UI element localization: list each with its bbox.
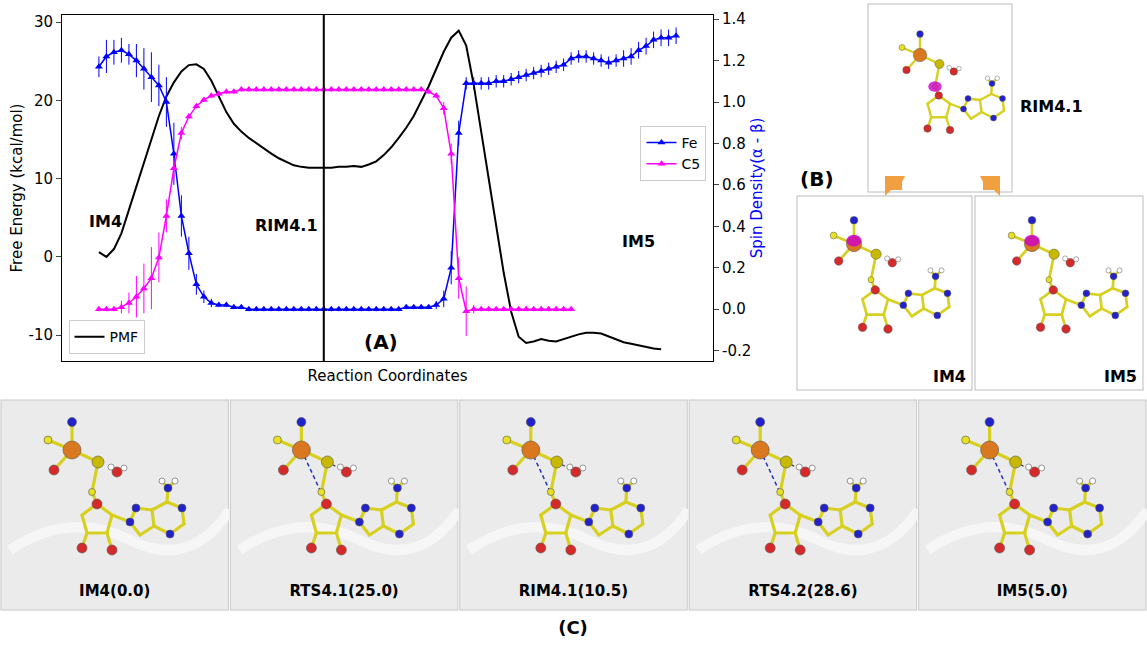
svg-text:Reaction Coordinates: Reaction Coordinates [308,367,468,385]
svg-text:IM5(5.0): IM5(5.0) [997,582,1068,600]
svg-text:-0.2: -0.2 [722,342,751,360]
svg-text:1.0: 1.0 [722,93,746,111]
svg-text:0.8: 0.8 [722,135,746,153]
svg-text:(A): (A) [364,330,398,354]
svg-text:0.6: 0.6 [722,176,746,194]
svg-text:RTS4.1(25.0): RTS4.1(25.0) [289,582,398,600]
svg-text:IM5: IM5 [622,232,655,251]
svg-text:IM4: IM4 [933,367,966,386]
svg-text:RIM4.1: RIM4.1 [1020,97,1083,116]
svg-text:10: 10 [34,170,53,188]
svg-text:IM5: IM5 [1104,367,1137,386]
svg-text:0.2: 0.2 [722,259,746,277]
svg-text:RTS4.2(28.6): RTS4.2(28.6) [748,582,857,600]
svg-text:1.4: 1.4 [722,10,746,28]
svg-text:RIM4.1: RIM4.1 [255,216,318,235]
svg-text:0: 0 [43,248,53,266]
svg-text:-10: -10 [29,326,54,344]
svg-text:C5: C5 [681,156,700,172]
svg-text:0.4: 0.4 [722,218,746,236]
svg-text:IM4: IM4 [89,212,122,231]
svg-text:PMF: PMF [110,329,139,345]
svg-text:1.2: 1.2 [722,52,746,70]
svg-text:Spin Density(α - β): Spin Density(α - β) [748,118,766,259]
svg-text:RIM4.1(10.5): RIM4.1(10.5) [519,582,628,600]
svg-text:Fe: Fe [681,135,697,151]
svg-text:(B): (B) [800,167,834,191]
svg-text:0.0: 0.0 [722,300,746,318]
svg-text:30: 30 [34,13,53,31]
svg-text:20: 20 [34,92,53,110]
svg-text:Free Energy (kcal/mol): Free Energy (kcal/mol) [8,104,26,273]
svg-text:(C): (C) [558,617,588,638]
svg-text:IM4(0.0): IM4(0.0) [79,582,150,600]
